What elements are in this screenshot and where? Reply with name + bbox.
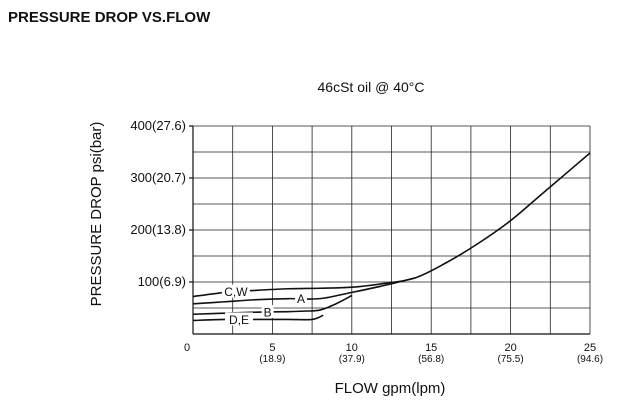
x-tick-label: 0 [184,342,190,354]
series-label-background [221,284,250,298]
series-label: C,W [224,285,248,299]
x-tick-label: 20 [504,342,516,354]
x-tick-label: 10 [346,342,358,354]
y-tick-label: 200(13.8) [130,222,186,237]
tick-labels: 100(6.9) 200(13.8) 300(20.7) 400(27.6) 0 5(18… [130,118,603,365]
x-tick-sublabel: (18.9) [259,354,285,365]
x-tick-sublabel: (94.6) [577,354,603,365]
series-line-de [192,314,324,322]
series-label: A [297,292,305,306]
x-tick-sublabel: (37.9) [339,354,365,365]
series-label-background [225,312,254,326]
series-label: B [264,305,272,319]
y-tick-label: 400(27.6) [130,118,186,133]
chart-title: PRESSURE DROP VS.FLOW [8,9,211,26]
series-label-background [261,304,274,318]
chart-subtitle: 46cSt oil @ 40°C [318,79,425,95]
x-tick-label: 5 [269,342,275,354]
x-tick-label: 25 [584,342,596,354]
x-axis-label: FLOW gpm(lpm) [335,380,446,397]
series-label: D,E [229,313,249,327]
x-tick-sublabel: (75.5) [498,354,524,365]
x-tick-sublabel: (56.8) [418,354,444,365]
series-label-background [294,291,307,305]
y-tick-label: 300(20.7) [130,170,186,185]
y-tick-label: 100(6.9) [138,274,186,289]
x-tick-label: 15 [425,342,437,354]
grid-lines [193,125,590,334]
series-labels: C,W A B D,E [221,284,307,327]
y-axis-label: PRESSURE DROP psi(bar) [88,122,105,307]
